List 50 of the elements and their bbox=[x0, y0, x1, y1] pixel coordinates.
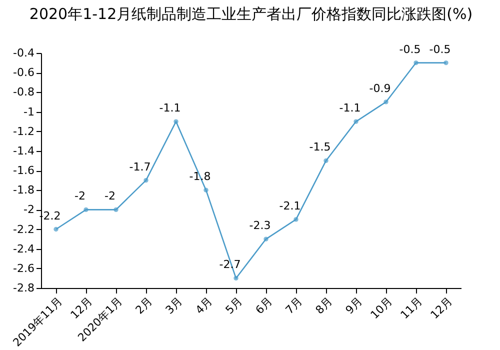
point bbox=[84, 207, 88, 212]
x-tick-label: 11月 bbox=[398, 294, 425, 322]
data-label: -2 bbox=[104, 190, 116, 203]
y-tick-label: -1.4 bbox=[13, 144, 34, 158]
y-tick-label: -0.4 bbox=[13, 46, 34, 60]
x-tick-label: 12月 bbox=[428, 294, 455, 322]
y-tick-label: -2.4 bbox=[13, 242, 34, 256]
point bbox=[174, 119, 178, 124]
point bbox=[354, 119, 358, 124]
y-tick-label: -0.6 bbox=[13, 66, 34, 80]
data-label: -0.9 bbox=[369, 82, 391, 95]
point bbox=[204, 188, 208, 192]
point bbox=[54, 226, 58, 232]
y-tick-label: -2.2 bbox=[13, 222, 34, 236]
point bbox=[414, 60, 418, 66]
chart-title: 2020年1-12月纸制品制造工业生产者出厂价格指数同比涨跌图(%) bbox=[29, 4, 473, 23]
x-tick-label: 8月 bbox=[313, 294, 335, 317]
x-tick-label: 7月 bbox=[283, 294, 305, 317]
point bbox=[144, 178, 148, 183]
y-tick-label: -1.8 bbox=[13, 184, 34, 197]
data-label: -2 bbox=[74, 190, 86, 203]
point bbox=[444, 60, 448, 66]
y-tick-label: -2 bbox=[24, 203, 34, 216]
point bbox=[264, 236, 268, 242]
x-tick-label: 5月 bbox=[223, 294, 245, 317]
data-label: -1.7 bbox=[129, 160, 151, 174]
x-tick-label: 4月 bbox=[193, 294, 215, 317]
data-label: -2.3 bbox=[249, 219, 271, 232]
point bbox=[114, 207, 118, 212]
point bbox=[294, 217, 298, 222]
data-label: -2.1 bbox=[279, 199, 301, 212]
y-tick-label: -2.6 bbox=[13, 262, 34, 275]
data-label: -1.1 bbox=[159, 102, 181, 115]
x-tick-label: 10月 bbox=[368, 294, 395, 322]
x-tick-label: 6月 bbox=[253, 294, 275, 317]
x-tick-label: 3月 bbox=[163, 294, 185, 317]
y-tick-label: -1.2 bbox=[13, 124, 34, 138]
data-label: -0.5 bbox=[399, 42, 421, 56]
x-tick-label: 2月 bbox=[133, 294, 155, 317]
y-tick-label: -0.8 bbox=[13, 86, 34, 99]
point bbox=[234, 276, 238, 281]
x-tick-label: 9月 bbox=[343, 294, 365, 317]
point bbox=[384, 100, 388, 104]
point bbox=[324, 158, 328, 164]
data-label: -1.1 bbox=[339, 102, 361, 115]
data-label: -0.5 bbox=[429, 42, 451, 56]
y-tick-label: -1.6 bbox=[13, 164, 34, 177]
data-label: -1.5 bbox=[309, 140, 331, 154]
y-tick-label: -2.8 bbox=[13, 282, 34, 294]
y-tick-label: -1 bbox=[24, 105, 34, 118]
